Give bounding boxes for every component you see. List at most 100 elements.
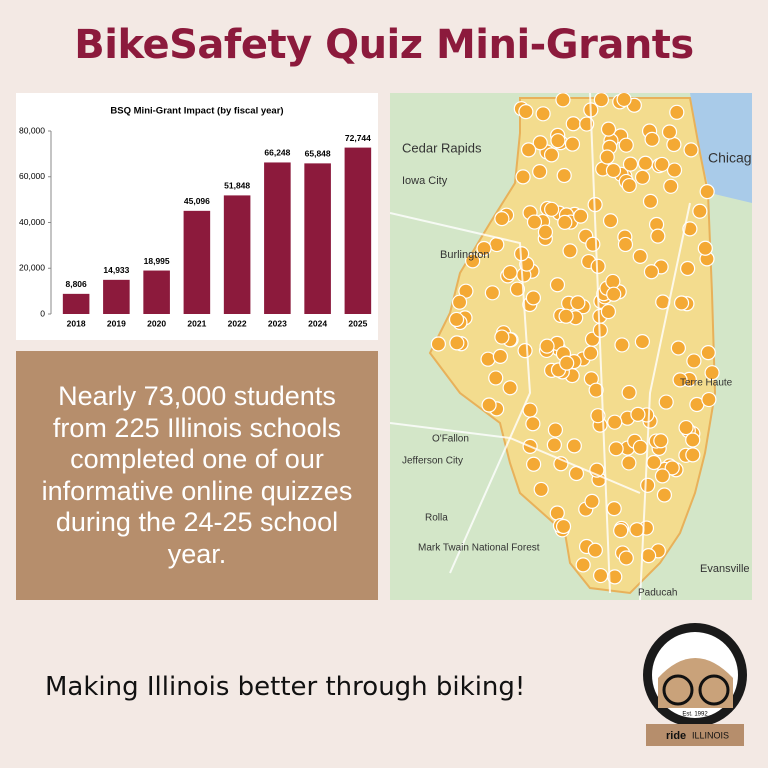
- x-tick-label: 2022: [228, 318, 247, 328]
- school-marker: [622, 156, 639, 172]
- school-marker: [599, 149, 615, 165]
- school-marker: [670, 340, 686, 356]
- school-marker: [654, 156, 670, 173]
- school-marker: [590, 408, 606, 424]
- school-marker: [451, 294, 468, 310]
- map-label: Mark Twain National Forest: [418, 543, 540, 554]
- school-marker: [539, 338, 555, 354]
- school-marker: [555, 93, 571, 108]
- school-marker: [672, 372, 688, 388]
- school-marker: [583, 345, 599, 361]
- school-marker: [573, 208, 589, 224]
- school-marker: [686, 353, 702, 369]
- y-tick-label: 80,000: [19, 125, 45, 135]
- value-label: 18,995: [144, 256, 170, 266]
- school-marker: [535, 106, 551, 122]
- school-marker: [532, 135, 548, 151]
- school-marker: [621, 177, 637, 194]
- school-marker: [515, 169, 531, 185]
- school-marker: [448, 311, 465, 328]
- bar: [183, 210, 211, 314]
- x-tick-label: 2019: [107, 318, 126, 328]
- school-marker: [585, 236, 601, 252]
- x-tick-label: 2024: [308, 318, 327, 328]
- school-marker: [590, 258, 606, 274]
- school-marker: [643, 264, 660, 280]
- school-marker: [656, 487, 672, 503]
- school-marker: [556, 167, 572, 184]
- school-marker: [700, 345, 716, 361]
- school-marker: [701, 391, 717, 408]
- road: [390, 212, 532, 574]
- school-marker: [465, 253, 481, 269]
- tagline: Making Illinois better through biking!: [45, 672, 526, 702]
- school-marker: [555, 518, 572, 535]
- school-marker: [646, 454, 662, 471]
- map-label: Burlington: [440, 249, 490, 261]
- school-marker: [666, 162, 683, 178]
- logo-shape: [658, 658, 733, 708]
- school-marker: [634, 169, 651, 185]
- bar: [344, 147, 372, 314]
- school-marker: [517, 343, 533, 359]
- bar: [304, 163, 331, 314]
- map-label: Iowa City: [402, 175, 448, 187]
- school-marker: [617, 236, 634, 253]
- map-label: Paducah: [638, 588, 677, 599]
- school-marker: [549, 277, 566, 293]
- school-marker: [550, 133, 566, 149]
- road: [639, 202, 691, 600]
- value-label: 51,848: [224, 181, 250, 191]
- school-marker: [575, 557, 591, 573]
- school-marker: [533, 481, 549, 498]
- school-marker: [673, 295, 690, 311]
- school-marker: [632, 248, 648, 264]
- school-marker: [683, 142, 699, 158]
- school-marker: [642, 193, 659, 209]
- logo: Est. 1992 ride ILLINOIS: [643, 623, 747, 746]
- school-marker: [526, 214, 543, 230]
- school-marker: [699, 184, 715, 200]
- school-marker: [605, 273, 621, 290]
- value-label: 66,248: [264, 148, 290, 158]
- school-marker: [559, 355, 575, 371]
- logo-est: Est. 1992: [682, 712, 708, 718]
- school-marker: [613, 523, 629, 539]
- page-title: BikeSafety Quiz Mini-Grants: [74, 22, 694, 68]
- school-marker: [520, 142, 537, 158]
- school-marker: [680, 260, 696, 277]
- school-marker: [658, 394, 674, 410]
- school-marker: [616, 93, 632, 108]
- value-label: 72,744: [345, 133, 371, 143]
- school-marker: [566, 438, 582, 454]
- y-tick-label: 0: [40, 308, 45, 318]
- school-marker: [607, 414, 623, 430]
- school-marker: [664, 460, 680, 476]
- school-marker: [502, 264, 518, 281]
- school-marker: [587, 542, 603, 558]
- school-marker: [666, 136, 682, 153]
- school-marker: [430, 336, 446, 352]
- school-marker: [557, 214, 573, 231]
- school-marker: [547, 422, 564, 438]
- map-label: Terre Haute: [680, 378, 733, 389]
- school-marker: [488, 370, 504, 386]
- school-marker: [565, 116, 581, 132]
- school-marker: [600, 121, 617, 137]
- school-marker: [484, 285, 500, 301]
- bar: [62, 293, 90, 314]
- school-marker: [650, 228, 666, 244]
- chart-title: BSQ Mini-Grant Impact (by fiscal year): [110, 106, 283, 117]
- value-label: 65,848: [305, 149, 331, 159]
- school-marker: [532, 164, 548, 180]
- school-marker: [644, 131, 660, 147]
- school-marker: [593, 567, 609, 584]
- school-marker: [605, 162, 622, 179]
- school-marker: [570, 295, 586, 311]
- logo-wheel: [662, 674, 694, 706]
- school-marker: [492, 348, 508, 364]
- school-marker: [685, 447, 701, 463]
- logo-band: [646, 724, 744, 746]
- school-marker: [549, 505, 565, 521]
